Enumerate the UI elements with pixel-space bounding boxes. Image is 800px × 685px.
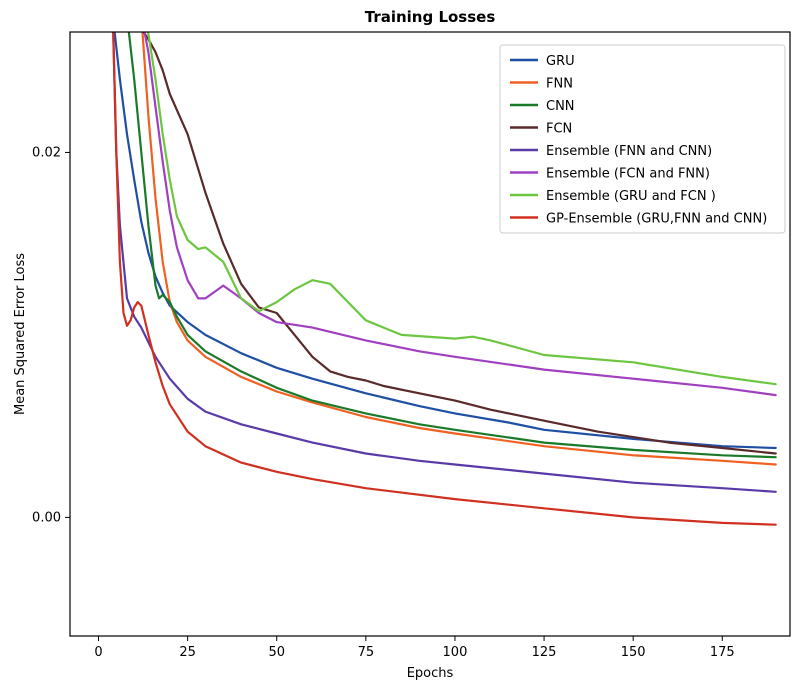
y-tick-label-1: 0.02: [32, 145, 61, 160]
x-tick-label-4: 100: [443, 645, 468, 660]
legend-label-1: FNN: [546, 77, 573, 92]
legend-label-7: GP-Ensemble (GRU,FNN and CNN): [546, 212, 767, 227]
legend-label-4: Ensemble (FNN and CNN): [546, 144, 712, 159]
plot-layer: 0 25 50 75 100 125 150 175 0.00 0.02: [32, 31, 791, 660]
legend-label-3: FCN: [546, 122, 572, 137]
x-tick-label-0: 0: [94, 645, 102, 660]
series-line-0: [113, 32, 777, 450]
y-tick-label-0: 0.00: [32, 510, 61, 525]
x-tick-label-6: 150: [621, 645, 646, 660]
legend-label-5: Ensemble (FCN and FNN): [546, 167, 710, 182]
x-tick-label-3: 75: [358, 645, 375, 660]
x-tick-label-7: 175: [710, 645, 735, 660]
series-line-1: [141, 32, 777, 466]
plot-frame: [69, 31, 791, 637]
y-axis-label: Mean Squared Error Loss: [13, 253, 28, 415]
series-lines: [112, 32, 777, 526]
series-line-2: [127, 32, 777, 459]
x-tick-label-2: 50: [268, 645, 285, 660]
legend-label-6: Ensemble (GRU and FCN ): [546, 189, 716, 204]
x-tick-label-1: 25: [179, 645, 196, 660]
legend-label-2: CNN: [546, 99, 575, 114]
legend-box: [499, 44, 786, 234]
x-axis-label: Epochs: [407, 666, 454, 681]
series-line-7: [112, 32, 777, 526]
series-line-6: [146, 32, 777, 386]
legend: GRU FNN CNN FCN Ensemble (FNN and CNN) Ensemb…: [499, 44, 786, 234]
series-line-3: [142, 32, 777, 455]
series-line-4: [112, 32, 777, 493]
x-tick-label-5: 125: [532, 645, 557, 660]
chart-title: Training Losses: [365, 8, 496, 26]
legend-label-0: GRU: [546, 54, 575, 69]
